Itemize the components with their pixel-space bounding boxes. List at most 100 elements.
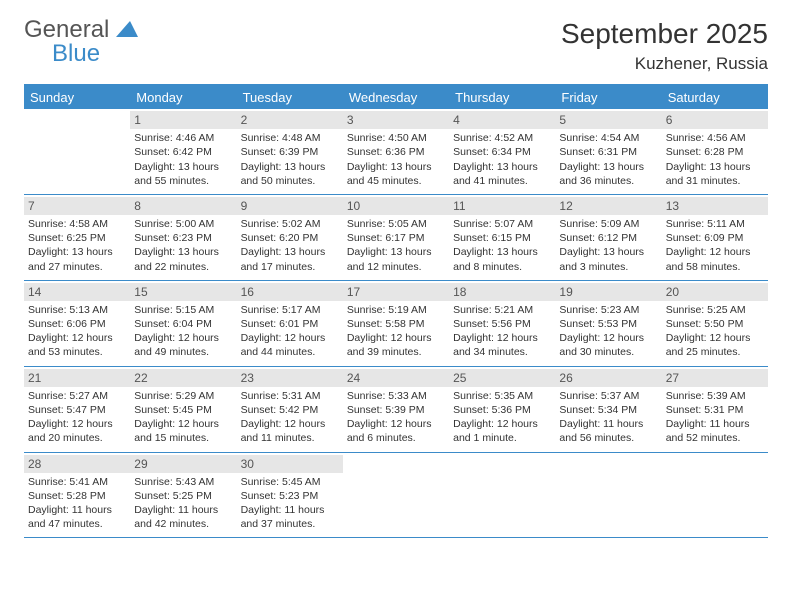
sunset-line: Sunset: 6:31 PM [559, 145, 657, 159]
day-cell: 30Sunrise: 5:45 AMSunset: 5:23 PMDayligh… [237, 453, 343, 538]
day-info: Sunrise: 4:52 AMSunset: 6:34 PMDaylight:… [453, 131, 551, 188]
day-number: 21 [24, 369, 130, 387]
day-cell: 28Sunrise: 5:41 AMSunset: 5:28 PMDayligh… [24, 453, 130, 538]
weeks-container: 1Sunrise: 4:46 AMSunset: 6:42 PMDaylight… [24, 109, 768, 538]
day-cell: 23 Sunrise: 5:31 AMSunset: 5:42 PMDayligh… [237, 367, 343, 452]
day-cell: 6Sunrise: 4:56 AMSunset: 6:28 PMDaylight… [662, 109, 768, 194]
day-number: 26 [555, 369, 661, 387]
sunset-line: Sunset: 6:25 PM [28, 231, 126, 245]
day-info: Sunrise: 5:07 AMSunset: 6:15 PMDaylight:… [453, 217, 551, 274]
sunrise-line: Sunrise: 5:19 AM [347, 303, 445, 317]
daylight-line: Daylight: 12 hours and 30 minutes. [559, 331, 657, 359]
daylight-line: Daylight: 12 hours and 53 minutes. [28, 331, 126, 359]
sunrise-line: Sunrise: 4:48 AM [241, 131, 339, 145]
day-number: 9 [237, 197, 343, 215]
day-info: Sunrise: 5:15 AMSunset: 6:04 PMDaylight:… [134, 303, 232, 360]
day-number: 10 [343, 197, 449, 215]
day-info: Sunrise: 5:43 AMSunset: 5:25 PMDaylight:… [134, 475, 232, 532]
day-number: 15 [130, 283, 236, 301]
sunset-line: Sunset: 6:23 PM [134, 231, 232, 245]
daylight-line: Daylight: 12 hours and 49 minutes. [134, 331, 232, 359]
day-number: 23 [237, 369, 343, 387]
daylight-line: Daylight: 11 hours and 52 minutes. [666, 417, 764, 445]
sunrise-line: Sunrise: 5:25 AM [666, 303, 764, 317]
day-cell: 2Sunrise: 4:48 AMSunset: 6:39 PMDaylight… [237, 109, 343, 194]
sunset-line: Sunset: 5:50 PM [666, 317, 764, 331]
daylight-line: Daylight: 13 hours and 17 minutes. [241, 245, 339, 273]
daylight-line: Daylight: 12 hours and 58 minutes. [666, 245, 764, 273]
sunrise-line: Sunrise: 5:39 AM [666, 389, 764, 403]
day-cell: 20 Sunrise: 5:25 AMSunset: 5:50 PMDayligh… [662, 281, 768, 366]
day-info: Sunrise: 5:21 AMSunset: 5:56 PMDaylight:… [453, 303, 551, 360]
day-cell: 18Sunrise: 5:21 AMSunset: 5:56 PMDayligh… [449, 281, 555, 366]
sunrise-line: Sunrise: 4:50 AM [347, 131, 445, 145]
day-header: Sunday [24, 86, 130, 109]
day-info: Sunrise: 5:17 AMSunset: 6:01 PMDaylight:… [241, 303, 339, 360]
daylight-line: Daylight: 12 hours and 20 minutes. [28, 417, 126, 445]
sunrise-line: Sunrise: 5:29 AM [134, 389, 232, 403]
daylight-line: Daylight: 13 hours and 3 minutes. [559, 245, 657, 273]
day-info: Sunrise: 5:39 AMSunset: 5:31 PMDaylight:… [666, 389, 764, 446]
daylight-line: Daylight: 13 hours and 12 minutes. [347, 245, 445, 273]
sunrise-line: Sunrise: 5:15 AM [134, 303, 232, 317]
day-info: Sunrise: 5:37 AMSunset: 5:34 PMDaylight:… [559, 389, 657, 446]
day-cell [343, 453, 449, 538]
day-info: Sunrise: 5:13 AMSunset: 6:06 PMDaylight:… [28, 303, 126, 360]
daylight-line: Daylight: 12 hours and 15 minutes. [134, 417, 232, 445]
sunset-line: Sunset: 5:25 PM [134, 489, 232, 503]
day-number: 24 [343, 369, 449, 387]
daylight-line: Daylight: 12 hours and 44 minutes. [241, 331, 339, 359]
sunrise-line: Sunrise: 5:43 AM [134, 475, 232, 489]
day-headers-row: SundayMondayTuesdayWednesdayThursdayFrid… [24, 86, 768, 109]
day-number: 7 [24, 197, 130, 215]
sunrise-line: Sunrise: 5:09 AM [559, 217, 657, 231]
day-cell: 14Sunrise: 5:13 AMSunset: 6:06 PMDayligh… [24, 281, 130, 366]
day-info: Sunrise: 4:48 AMSunset: 6:39 PMDaylight:… [241, 131, 339, 188]
month-title: September 2025 [561, 18, 768, 50]
sunset-line: Sunset: 5:45 PM [134, 403, 232, 417]
sunrise-line: Sunrise: 4:52 AM [453, 131, 551, 145]
day-cell: 21Sunrise: 5:27 AMSunset: 5:47 PMDayligh… [24, 367, 130, 452]
day-number: 3 [343, 111, 449, 129]
day-number: 20 [662, 283, 768, 301]
day-info: Sunrise: 5:29 AMSunset: 5:45 PMDaylight:… [134, 389, 232, 446]
day-cell: 27Sunrise: 5:39 AMSunset: 5:31 PMDayligh… [662, 367, 768, 452]
daylight-line: Daylight: 12 hours and 25 minutes. [666, 331, 764, 359]
day-header: Friday [555, 86, 661, 109]
sunset-line: Sunset: 6:09 PM [666, 231, 764, 245]
day-info: Sunrise: 5:23 AMSunset: 5:53 PMDaylight:… [559, 303, 657, 360]
daylight-line: Daylight: 13 hours and 36 minutes. [559, 160, 657, 188]
sunrise-line: Sunrise: 5:05 AM [347, 217, 445, 231]
week-row: 21Sunrise: 5:27 AMSunset: 5:47 PMDayligh… [24, 367, 768, 453]
day-number: 4 [449, 111, 555, 129]
day-cell: 10Sunrise: 5:05 AMSunset: 6:17 PMDayligh… [343, 195, 449, 280]
sunrise-line: Sunrise: 5:45 AM [241, 475, 339, 489]
sunset-line: Sunset: 5:36 PM [453, 403, 551, 417]
day-cell: 26 Sunrise: 5:37 AMSunset: 5:34 PMDayligh… [555, 367, 661, 452]
day-cell: 16Sunrise: 5:17 AMSunset: 6:01 PMDayligh… [237, 281, 343, 366]
day-cell: 11Sunrise: 5:07 AMSunset: 6:15 PMDayligh… [449, 195, 555, 280]
sunset-line: Sunset: 5:34 PM [559, 403, 657, 417]
day-info: Sunrise: 4:46 AMSunset: 6:42 PMDaylight:… [134, 131, 232, 188]
day-number: 12 [555, 197, 661, 215]
sunrise-line: Sunrise: 5:31 AM [241, 389, 339, 403]
sunset-line: Sunset: 5:42 PM [241, 403, 339, 417]
day-info: Sunrise: 5:31 AMSunset: 5:42 PMDaylight:… [241, 389, 339, 446]
sunrise-line: Sunrise: 5:00 AM [134, 217, 232, 231]
sunset-line: Sunset: 6:39 PM [241, 145, 339, 159]
sunset-line: Sunset: 6:20 PM [241, 231, 339, 245]
day-number: 22 [130, 369, 236, 387]
logo-triangle-icon [116, 21, 138, 37]
day-cell: 1Sunrise: 4:46 AMSunset: 6:42 PMDaylight… [130, 109, 236, 194]
sunrise-line: Sunrise: 5:37 AM [559, 389, 657, 403]
daylight-line: Daylight: 13 hours and 27 minutes. [28, 245, 126, 273]
day-number: 29 [130, 455, 236, 473]
day-header: Monday [130, 86, 236, 109]
daylight-line: Daylight: 12 hours and 1 minute. [453, 417, 551, 445]
day-cell: 5Sunrise: 4:54 AMSunset: 6:31 PMDaylight… [555, 109, 661, 194]
day-cell: 29 Sunrise: 5:43 AMSunset: 5:25 PMDayligh… [130, 453, 236, 538]
sunrise-line: Sunrise: 5:13 AM [28, 303, 126, 317]
day-info: Sunrise: 4:50 AMSunset: 6:36 PMDaylight:… [347, 131, 445, 188]
day-cell: 13Sunrise: 5:11 AMSunset: 6:09 PMDayligh… [662, 195, 768, 280]
day-info: Sunrise: 5:09 AMSunset: 6:12 PMDaylight:… [559, 217, 657, 274]
